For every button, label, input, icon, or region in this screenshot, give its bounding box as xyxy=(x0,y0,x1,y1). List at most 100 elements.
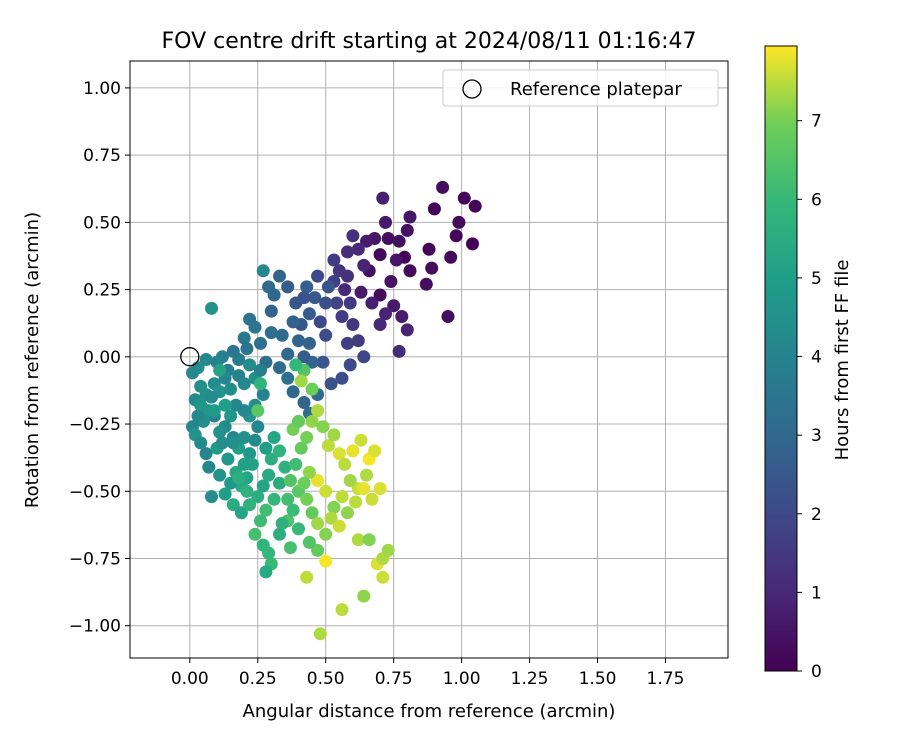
data-point xyxy=(262,546,276,560)
data-point xyxy=(305,414,319,428)
data-point xyxy=(221,452,235,466)
data-point xyxy=(338,457,352,471)
data-point xyxy=(425,261,439,275)
data-point xyxy=(281,371,295,385)
data-point xyxy=(311,517,325,530)
data-point xyxy=(275,517,289,530)
data-point xyxy=(226,436,240,450)
colorbar-label: Hours from first FF file xyxy=(832,260,853,461)
data-point xyxy=(373,318,387,331)
data-point xyxy=(321,280,335,294)
data-point xyxy=(292,522,305,536)
data-point xyxy=(237,377,251,391)
data-point xyxy=(286,315,300,329)
data-point xyxy=(376,570,390,584)
data-point xyxy=(213,425,227,439)
data-point xyxy=(218,398,232,412)
data-point xyxy=(319,484,333,498)
data-point xyxy=(273,527,286,541)
data-point xyxy=(316,355,330,369)
data-point xyxy=(351,334,365,348)
data-point xyxy=(335,371,349,385)
reference-platepar-marker xyxy=(180,347,200,367)
data-point xyxy=(373,248,387,262)
data-point xyxy=(259,565,273,579)
data-point xyxy=(381,543,395,557)
data-point xyxy=(311,404,325,418)
data-point xyxy=(349,495,363,509)
data-point xyxy=(294,441,308,455)
data-point xyxy=(400,223,414,237)
data-point xyxy=(243,358,257,372)
data-point xyxy=(468,199,482,213)
x-tick-label: 0.00 xyxy=(171,669,209,689)
data-point xyxy=(327,500,341,514)
data-point xyxy=(240,484,254,498)
data-point xyxy=(199,447,213,461)
y-axis-ticks: 1.00 0.75 0.50 0.25 0.00 −0.25 −0.50 −0.75 −1.00 xyxy=(69,79,130,637)
data-point xyxy=(273,476,286,490)
data-point xyxy=(381,232,395,245)
data-point xyxy=(311,474,325,487)
data-point xyxy=(436,180,450,194)
data-point xyxy=(292,414,305,428)
data-point xyxy=(297,350,311,364)
data-point xyxy=(300,570,314,584)
data-point xyxy=(351,533,365,547)
data-point xyxy=(368,444,382,458)
data-point xyxy=(335,310,349,323)
colorbar-tick-label: 6 xyxy=(811,190,822,210)
data-point xyxy=(311,543,325,557)
data-point xyxy=(289,457,303,471)
data-point xyxy=(205,390,218,404)
data-point xyxy=(305,382,319,396)
legend-box xyxy=(442,69,719,107)
colorbar-tick-label: 7 xyxy=(811,112,822,132)
data-point xyxy=(308,291,322,305)
data-point xyxy=(324,511,338,525)
data-point xyxy=(395,310,409,323)
x-tick-label: 1.25 xyxy=(511,669,549,689)
data-point xyxy=(237,331,251,345)
data-point xyxy=(392,234,406,248)
data-point xyxy=(302,535,316,549)
data-point xyxy=(392,344,406,358)
data-point xyxy=(343,358,357,372)
x-tick-label: 1.50 xyxy=(579,669,617,689)
data-point xyxy=(403,264,417,278)
data-point xyxy=(297,476,311,490)
y-tick-label: −0.50 xyxy=(69,482,121,502)
data-point xyxy=(254,363,267,377)
colorbar: 0 1 2 3 4 5 6 7 Hours from first FF file xyxy=(764,45,853,682)
data-point xyxy=(346,229,360,243)
data-point xyxy=(300,492,314,506)
data-point xyxy=(264,326,278,340)
data-point xyxy=(466,237,479,251)
data-point xyxy=(278,460,292,474)
y-tick-label: 0.50 xyxy=(83,213,121,233)
data-point xyxy=(346,318,360,331)
data-point xyxy=(248,527,262,541)
data-point xyxy=(243,312,257,326)
data-point xyxy=(194,436,208,450)
data-point xyxy=(273,269,286,283)
data-point xyxy=(373,288,387,302)
data-point xyxy=(384,275,398,288)
data-point xyxy=(427,202,441,216)
data-point xyxy=(267,492,281,506)
data-point xyxy=(332,447,346,461)
data-point xyxy=(224,409,238,423)
data-point xyxy=(224,382,238,396)
y-tick-label: 0.25 xyxy=(83,281,121,301)
data-point xyxy=(254,336,267,350)
data-point xyxy=(449,229,463,243)
data-point xyxy=(389,253,403,267)
data-point xyxy=(264,452,278,466)
y-tick-label: −0.25 xyxy=(69,415,121,435)
data-point xyxy=(319,328,333,342)
data-point xyxy=(286,503,300,517)
data-point xyxy=(379,215,392,229)
legend-label: Reference platepar xyxy=(510,79,682,100)
legend-marker-icon xyxy=(462,79,482,99)
